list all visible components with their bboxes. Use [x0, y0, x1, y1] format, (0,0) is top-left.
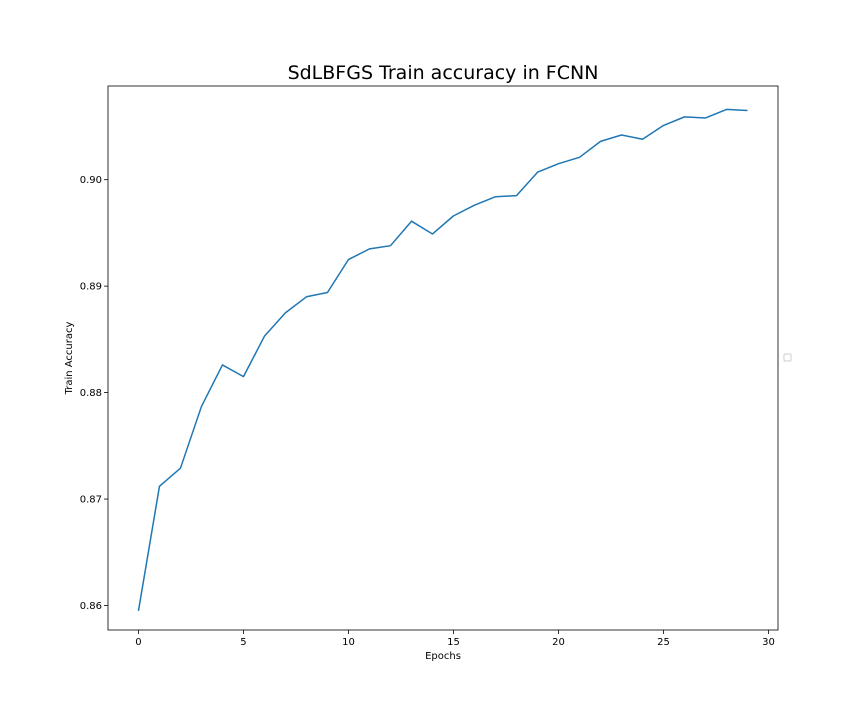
x-axis-label: Epochs	[425, 651, 461, 662]
x-tick-label: 20	[552, 637, 565, 648]
y-tick-label: 0.90	[80, 175, 102, 186]
plot-area: 0 5 10 15 20 25 30 0.86 0.87 0.88 0.89 0.90	[80, 85, 779, 648]
x-tick-label: 30	[762, 637, 775, 648]
y-tick-label: 0.88	[80, 388, 102, 399]
x-tick-label: 25	[657, 637, 670, 648]
legend-box	[783, 353, 792, 362]
y-tick-label: 0.86	[80, 601, 102, 612]
chart-title: SdLBFGS Train accuracy in FCNN	[288, 62, 599, 84]
x-tick-label: 10	[342, 637, 355, 648]
y-tick-label: 0.87	[80, 495, 102, 506]
plot-frame	[107, 85, 779, 631]
x-tick-label: 15	[447, 637, 460, 648]
series-line-0	[137, 108, 748, 611]
x-tick-label: 0	[135, 637, 141, 648]
x-tick-label: 5	[240, 637, 246, 648]
y-axis-label: Train Accuracy	[64, 322, 75, 396]
y-tick-label: 0.89	[80, 282, 102, 293]
